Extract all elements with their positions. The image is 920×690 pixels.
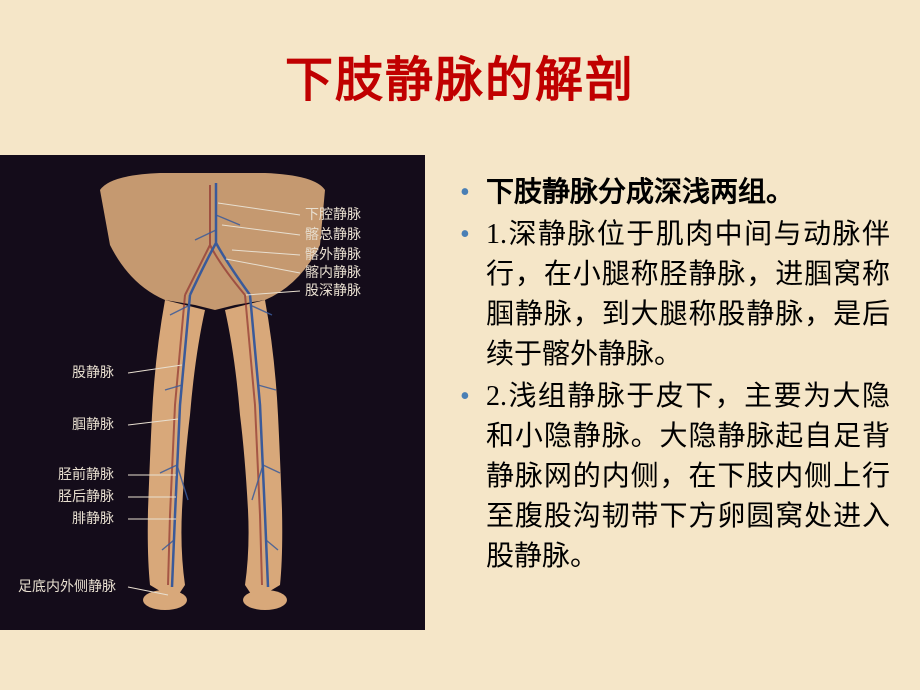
right-column: • 下肢静脉分成深浅两组。 • 1.深静脉位于肌肉中间与动脉伴行，在小腿称胫静脉… xyxy=(425,155,920,690)
label-kanei: 髂内静脉 xyxy=(305,264,361,281)
bullet-dot-icon: • xyxy=(460,173,486,213)
label-kazong: 髂总静脉 xyxy=(305,226,361,243)
label-kawai: 髂外静脉 xyxy=(305,246,361,263)
page-title: 下肢静脉的解剖 xyxy=(0,40,920,110)
label-gushen: 股深静脉 xyxy=(305,283,361,299)
bullet-1-text: 下肢静脉分成深浅两组。 xyxy=(486,173,794,213)
bullet-dot-icon: • xyxy=(460,377,486,577)
bullet-3-text: 2.浅组静脉于皮下，主要为大隐和小隐静脉。大隐静脉起自足背静脉网的内侧，在下肢内… xyxy=(486,377,890,577)
bullet-2: • 1.深静脉位于肌肉中间与动脉伴行，在小腿称胫静脉，进腘窝称腘静脉，到大腿称股… xyxy=(460,215,890,375)
left-column: 下腔静脉 髂总静脉 髂外静脉 髂内静脉 股深静脉 股静脉 腘静脉 胫前静脉 胫后… xyxy=(0,155,425,690)
anatomy-diagram: 下腔静脉 髂总静脉 髂外静脉 髂内静脉 股深静脉 股静脉 腘静脉 胫前静脉 胫后… xyxy=(0,155,425,630)
content-area: 下腔静脉 髂总静脉 髂外静脉 髂内静脉 股深静脉 股静脉 腘静脉 胫前静脉 胫后… xyxy=(0,155,920,690)
label-zudi: 足底内外侧静脉 xyxy=(18,579,116,595)
label-fei: 腓静脉 xyxy=(72,511,114,527)
label-gu: 股静脉 xyxy=(72,365,114,381)
bullet-dot-icon: • xyxy=(460,215,486,375)
bullet-2-text: 1.深静脉位于肌肉中间与动脉伴行，在小腿称胫静脉，进腘窝称腘静脉，到大腿称股静脉… xyxy=(486,215,890,375)
bullet-3: • 2.浅组静脉于皮下，主要为大隐和小隐静脉。大隐静脉起自足背静脉网的内侧，在下… xyxy=(460,377,890,577)
label-guo: 腘静脉 xyxy=(72,417,114,433)
bullet-1: • 下肢静脉分成深浅两组。 xyxy=(460,173,890,213)
label-xiaqiang: 下腔静脉 xyxy=(305,207,361,223)
legs-vein-illustration: 下腔静脉 髂总静脉 髂外静脉 髂内静脉 股深静脉 股静脉 腘静脉 胫前静脉 胫后… xyxy=(0,155,425,630)
label-jingqian: 胫前静脉 xyxy=(58,466,114,483)
label-jinghou: 胫后静脉 xyxy=(58,489,114,505)
